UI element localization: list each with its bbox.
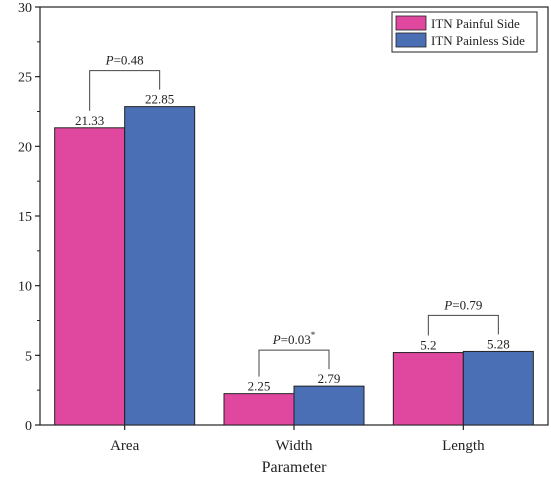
- y-tick-label: 30: [18, 1, 32, 16]
- legend-swatch: [395, 32, 427, 48]
- y-tick-label: 5: [25, 349, 32, 364]
- legend-swatch: [395, 15, 427, 31]
- y-tick-label: 10: [18, 280, 32, 295]
- bar-value-label: 2.25: [248, 379, 271, 394]
- x-category-label: Area: [110, 438, 139, 454]
- y-tick-label: 25: [18, 71, 32, 86]
- p-value-label: P=0.48: [105, 53, 144, 68]
- bar-value-label: 5.2: [420, 338, 436, 353]
- bar-painless: [293, 385, 365, 426]
- x-category-label: Width: [276, 438, 313, 454]
- significance-bracket: [427, 314, 499, 336]
- y-tick-label: 0: [25, 419, 32, 434]
- bar-painless: [462, 350, 534, 426]
- p-value-label: P=0.79: [443, 297, 482, 312]
- significance-bracket: [258, 349, 330, 377]
- bar-value-label: 21.33: [75, 113, 104, 128]
- y-tick-label: 15: [18, 210, 32, 225]
- bar-value-label: 2.79: [318, 371, 341, 386]
- bar-painful: [54, 127, 126, 426]
- bar-value-label: 5.28: [487, 336, 510, 351]
- bar-value-label: 22.85: [145, 92, 174, 107]
- y-tick-label: 20: [18, 140, 32, 155]
- x-category-label: Length: [442, 438, 485, 454]
- significance-bracket: [89, 70, 161, 111]
- x-axis-title: Parameter: [262, 459, 328, 476]
- legend: ITN Painful Side ITN Painless Side: [391, 11, 538, 53]
- legend-label: ITN Painful Side: [431, 16, 520, 31]
- p-value-label: P=0.03*: [272, 330, 316, 347]
- bar-painful: [392, 352, 464, 426]
- legend-label: ITN Painless Side: [431, 33, 525, 48]
- bar-painful: [223, 393, 295, 426]
- plot-area: 0 5 10 15 20 25 30 Area 21.33 22.85 P=0.48 Width 2.2…: [18, 1, 549, 454]
- bar-painless: [124, 106, 196, 426]
